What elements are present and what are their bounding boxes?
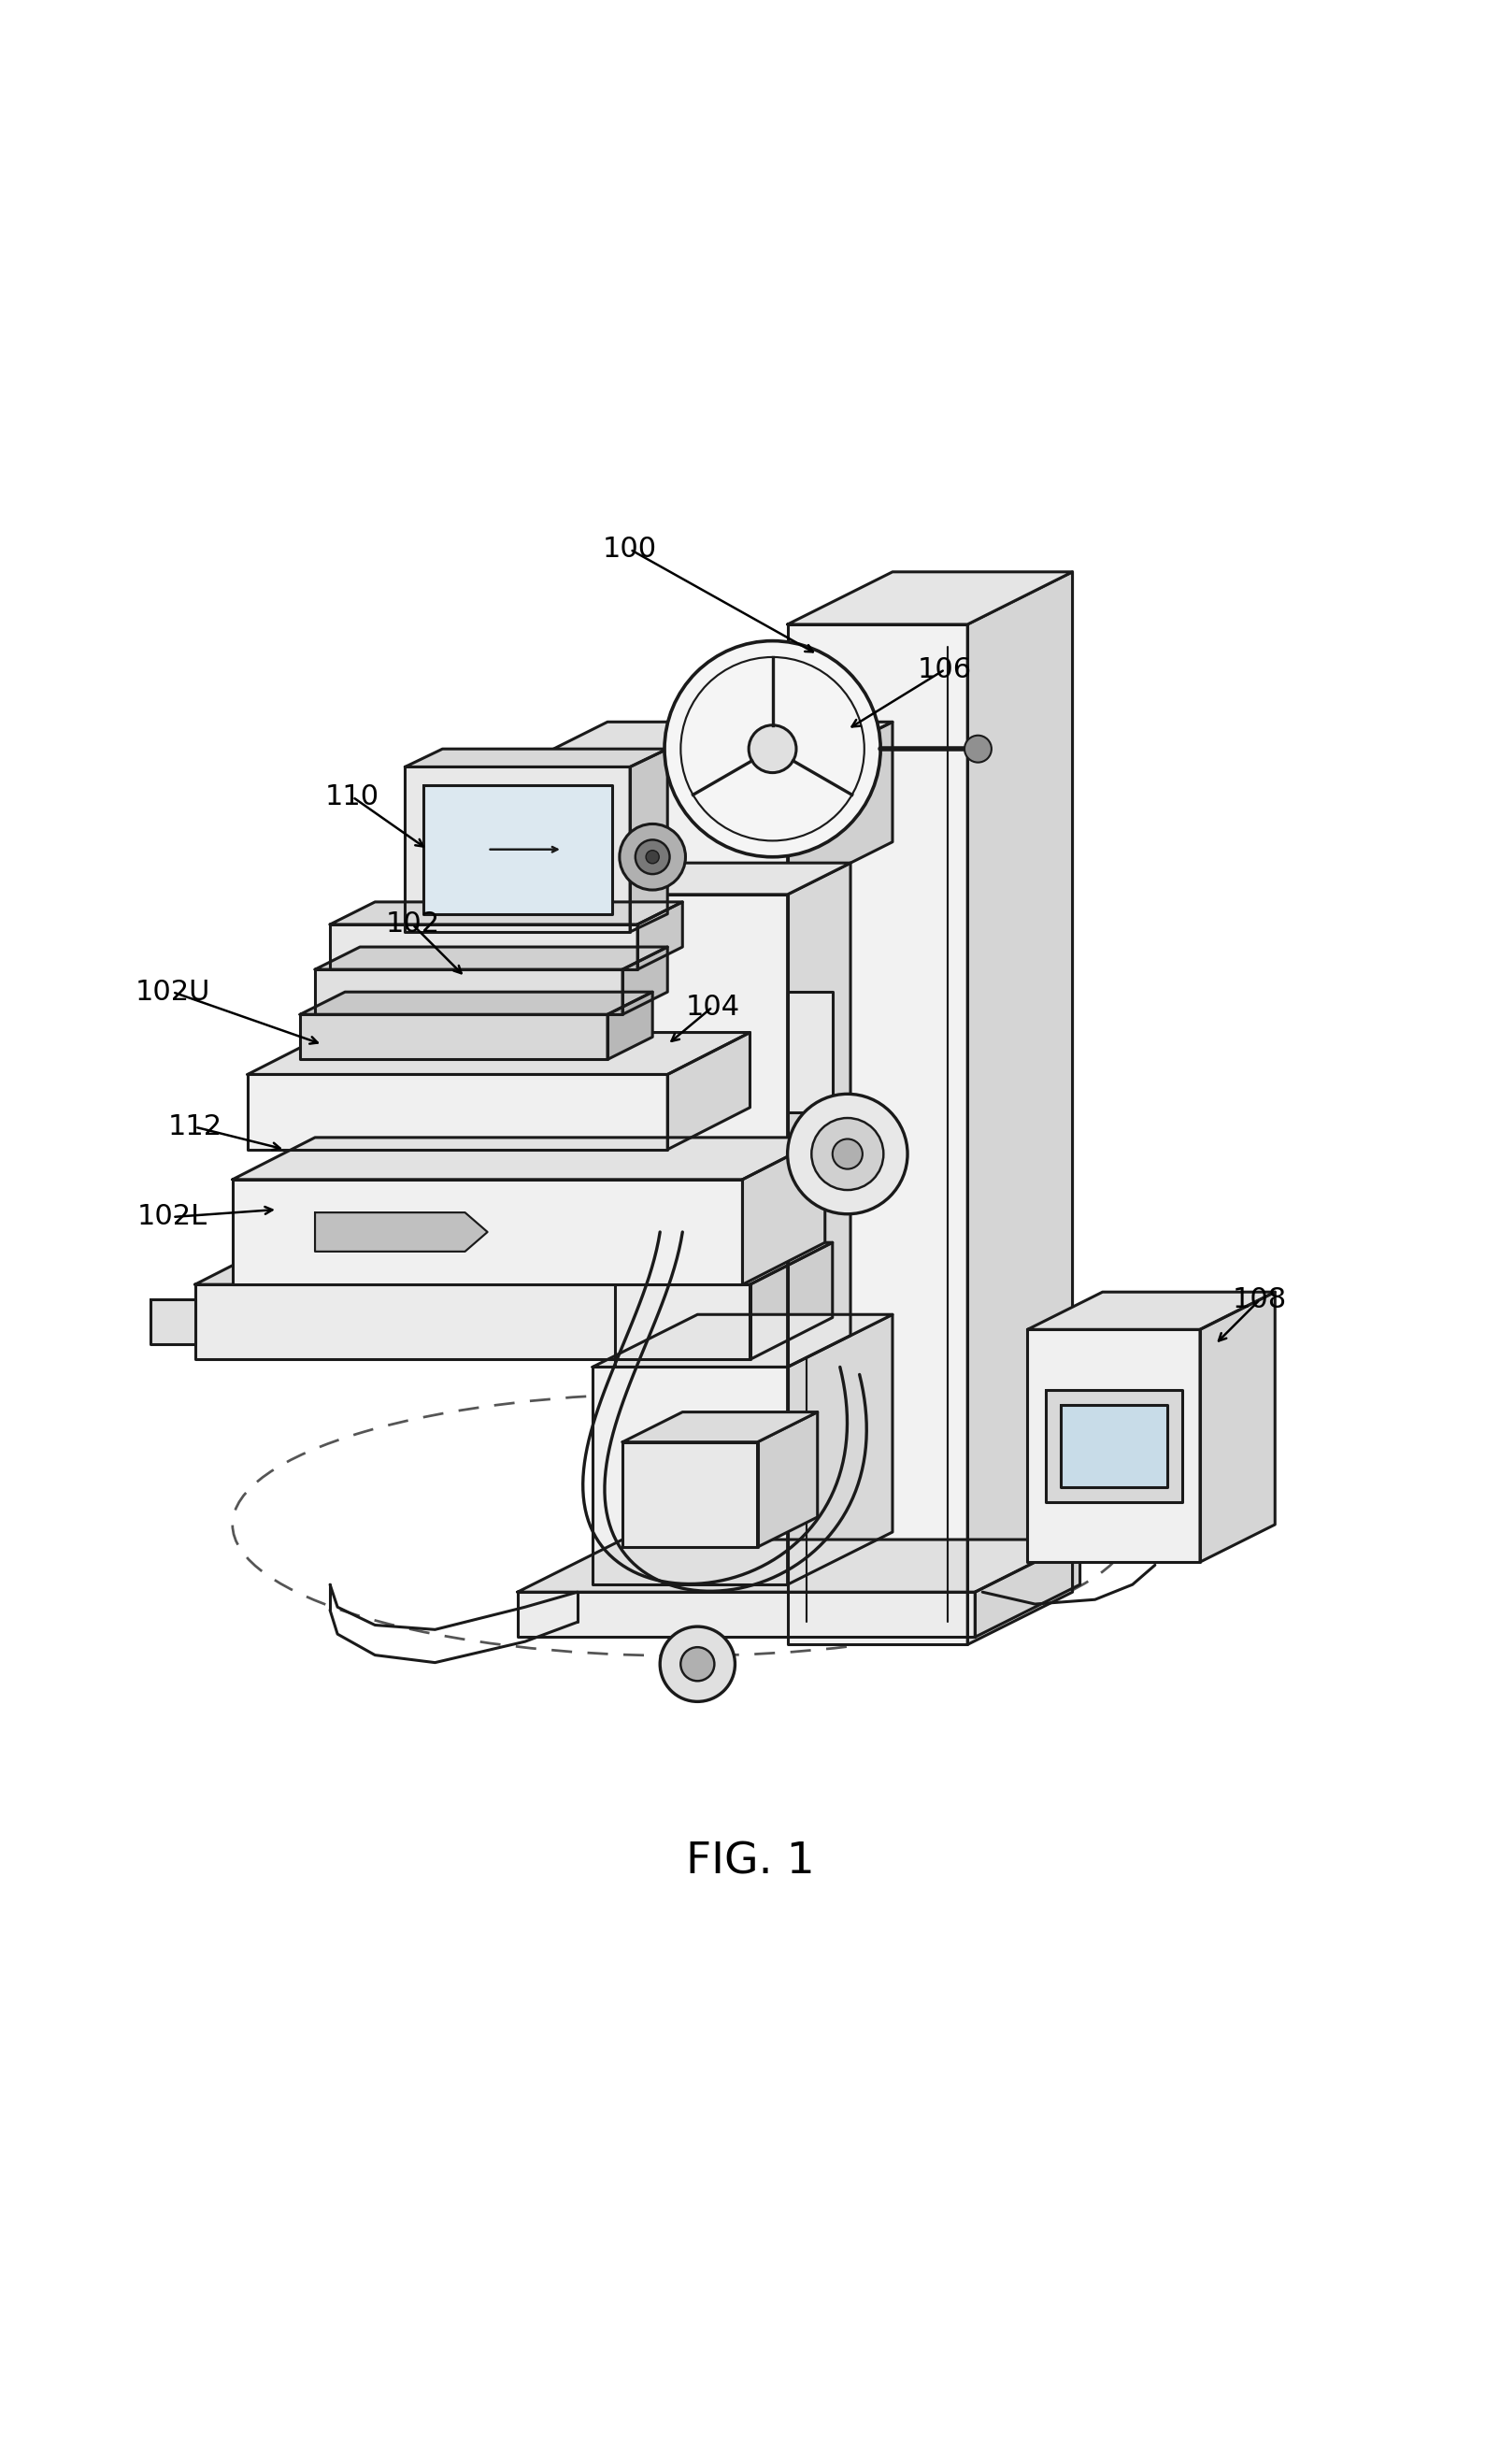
Circle shape	[681, 1648, 714, 1680]
Polygon shape	[195, 1284, 750, 1360]
Polygon shape	[503, 722, 892, 774]
Polygon shape	[668, 1032, 750, 1151]
Text: 104: 104	[686, 993, 740, 1020]
Circle shape	[660, 1626, 735, 1703]
Polygon shape	[592, 1368, 788, 1584]
Polygon shape	[1028, 1291, 1275, 1331]
Polygon shape	[503, 774, 788, 894]
Polygon shape	[315, 946, 668, 968]
Polygon shape	[592, 1313, 892, 1368]
Polygon shape	[1200, 1291, 1275, 1562]
Circle shape	[788, 1094, 908, 1215]
Text: 102: 102	[386, 912, 440, 939]
Polygon shape	[405, 749, 668, 766]
Circle shape	[748, 724, 796, 774]
Polygon shape	[608, 993, 653, 1060]
Polygon shape	[1060, 1404, 1167, 1488]
Polygon shape	[232, 1180, 742, 1284]
Text: 108: 108	[1233, 1286, 1287, 1313]
Polygon shape	[1046, 1390, 1182, 1503]
Polygon shape	[750, 1242, 833, 1360]
Polygon shape	[622, 946, 668, 1015]
Text: 106: 106	[918, 655, 972, 683]
Circle shape	[620, 823, 686, 890]
Polygon shape	[232, 1138, 825, 1180]
Circle shape	[636, 840, 669, 875]
Text: 110: 110	[326, 784, 380, 811]
Polygon shape	[788, 623, 967, 1643]
Polygon shape	[622, 1441, 758, 1547]
Text: FIG. 1: FIG. 1	[686, 1841, 815, 1882]
Text: 112: 112	[168, 1114, 222, 1141]
Polygon shape	[758, 1412, 818, 1547]
Polygon shape	[638, 902, 683, 968]
Polygon shape	[330, 924, 638, 968]
Circle shape	[833, 1138, 862, 1168]
Polygon shape	[150, 1299, 195, 1345]
Polygon shape	[788, 722, 892, 894]
Polygon shape	[630, 749, 668, 931]
Polygon shape	[615, 862, 850, 894]
Polygon shape	[622, 1412, 818, 1441]
Polygon shape	[968, 572, 1072, 1643]
Circle shape	[812, 1119, 883, 1190]
Polygon shape	[300, 1015, 608, 1060]
Polygon shape	[788, 1313, 892, 1584]
Polygon shape	[405, 766, 630, 931]
Polygon shape	[315, 1212, 488, 1252]
Text: 100: 100	[603, 535, 657, 562]
Polygon shape	[195, 1242, 833, 1284]
Circle shape	[965, 734, 992, 761]
Polygon shape	[423, 786, 612, 914]
Polygon shape	[742, 1138, 825, 1284]
Polygon shape	[788, 862, 850, 1368]
Polygon shape	[1028, 1331, 1200, 1562]
Text: 102U: 102U	[135, 978, 210, 1005]
Polygon shape	[315, 968, 622, 1015]
Polygon shape	[517, 1592, 975, 1636]
Polygon shape	[975, 1540, 1080, 1636]
Circle shape	[664, 641, 880, 857]
Polygon shape	[788, 572, 1072, 623]
Polygon shape	[330, 902, 683, 924]
Polygon shape	[788, 993, 833, 1111]
Polygon shape	[300, 993, 652, 1015]
Polygon shape	[615, 894, 788, 1368]
Circle shape	[646, 850, 658, 862]
Text: 102L: 102L	[138, 1202, 207, 1230]
Polygon shape	[517, 1540, 1080, 1592]
Polygon shape	[248, 1074, 668, 1151]
Polygon shape	[248, 1032, 750, 1074]
